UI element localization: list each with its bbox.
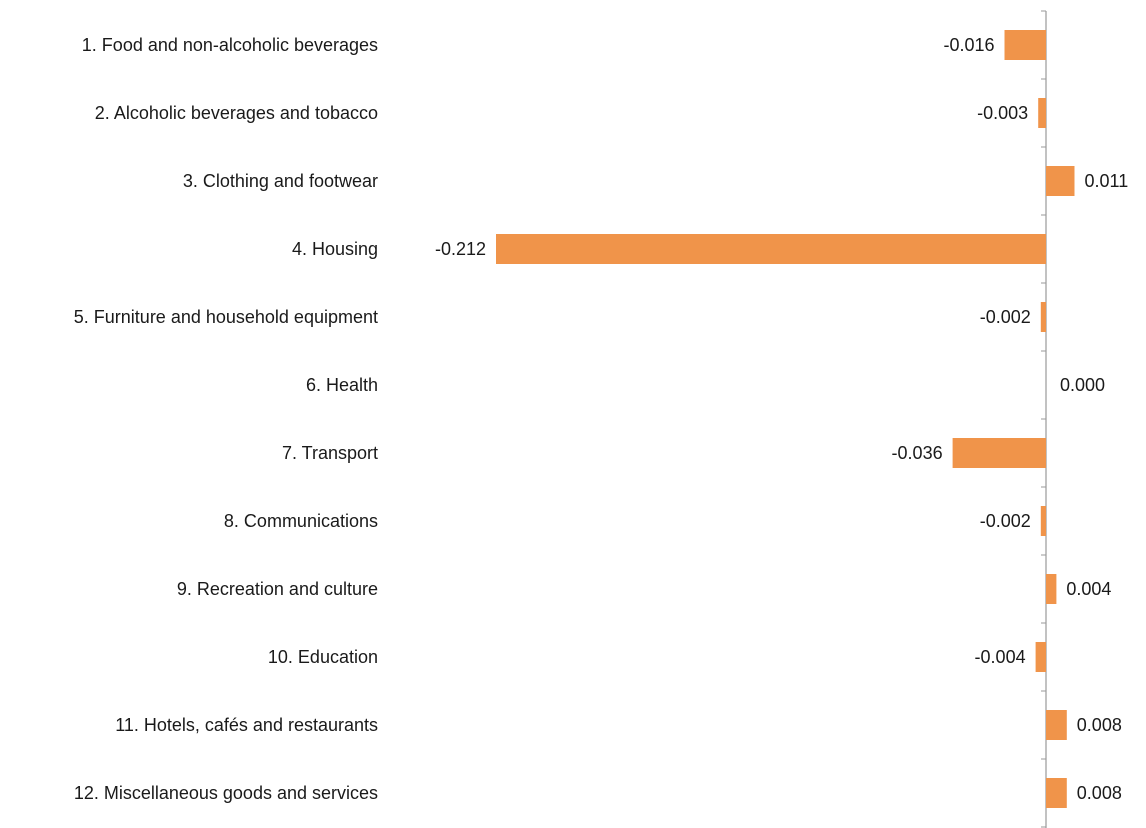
category-label: 2. Alcoholic beverages and tobacco xyxy=(95,103,378,123)
category-label: 12. Miscellaneous goods and services xyxy=(74,783,378,803)
category-label: 1. Food and non-alcoholic beverages xyxy=(82,35,378,55)
category-label: 11. Hotels, cafés and restaurants xyxy=(115,715,378,735)
value-label: 0.008 xyxy=(1077,783,1122,803)
bar xyxy=(1040,506,1046,536)
category-label: 5. Furniture and household equipment xyxy=(74,307,378,327)
value-label: -0.036 xyxy=(892,443,943,463)
bar xyxy=(1046,574,1057,604)
value-label: 0.008 xyxy=(1077,715,1122,735)
category-label: 7. Transport xyxy=(282,443,378,463)
value-label: 0.000 xyxy=(1060,375,1105,395)
value-label: -0.212 xyxy=(435,239,486,259)
value-label: -0.016 xyxy=(943,35,994,55)
axis-layer xyxy=(1041,10,1047,828)
bar xyxy=(496,234,1046,264)
labels-layer: 1. Food and non-alcoholic beverages -0.01… xyxy=(74,35,1128,803)
value-label: -0.003 xyxy=(977,103,1028,123)
category-label: 9. Recreation and culture xyxy=(177,579,378,599)
category-label: 6. Health xyxy=(306,375,378,395)
value-label: 0.004 xyxy=(1066,579,1111,599)
value-label: 0.011 xyxy=(1085,171,1129,191)
bar xyxy=(1040,302,1046,332)
value-label: -0.002 xyxy=(980,307,1031,327)
category-label: 10. Education xyxy=(268,647,378,667)
category-label: 4. Housing xyxy=(292,239,378,259)
category-label: 3. Clothing and footwear xyxy=(183,171,378,191)
bar xyxy=(1046,710,1067,740)
bar xyxy=(1046,166,1075,196)
bar xyxy=(1046,778,1067,808)
bar xyxy=(1038,98,1046,128)
value-label: -0.002 xyxy=(980,511,1031,531)
value-label: -0.004 xyxy=(975,647,1026,667)
bar xyxy=(1004,30,1046,60)
bar xyxy=(1035,642,1046,672)
category-label: 8. Communications xyxy=(224,511,378,531)
bar xyxy=(952,438,1046,468)
bars-layer xyxy=(496,30,1075,808)
